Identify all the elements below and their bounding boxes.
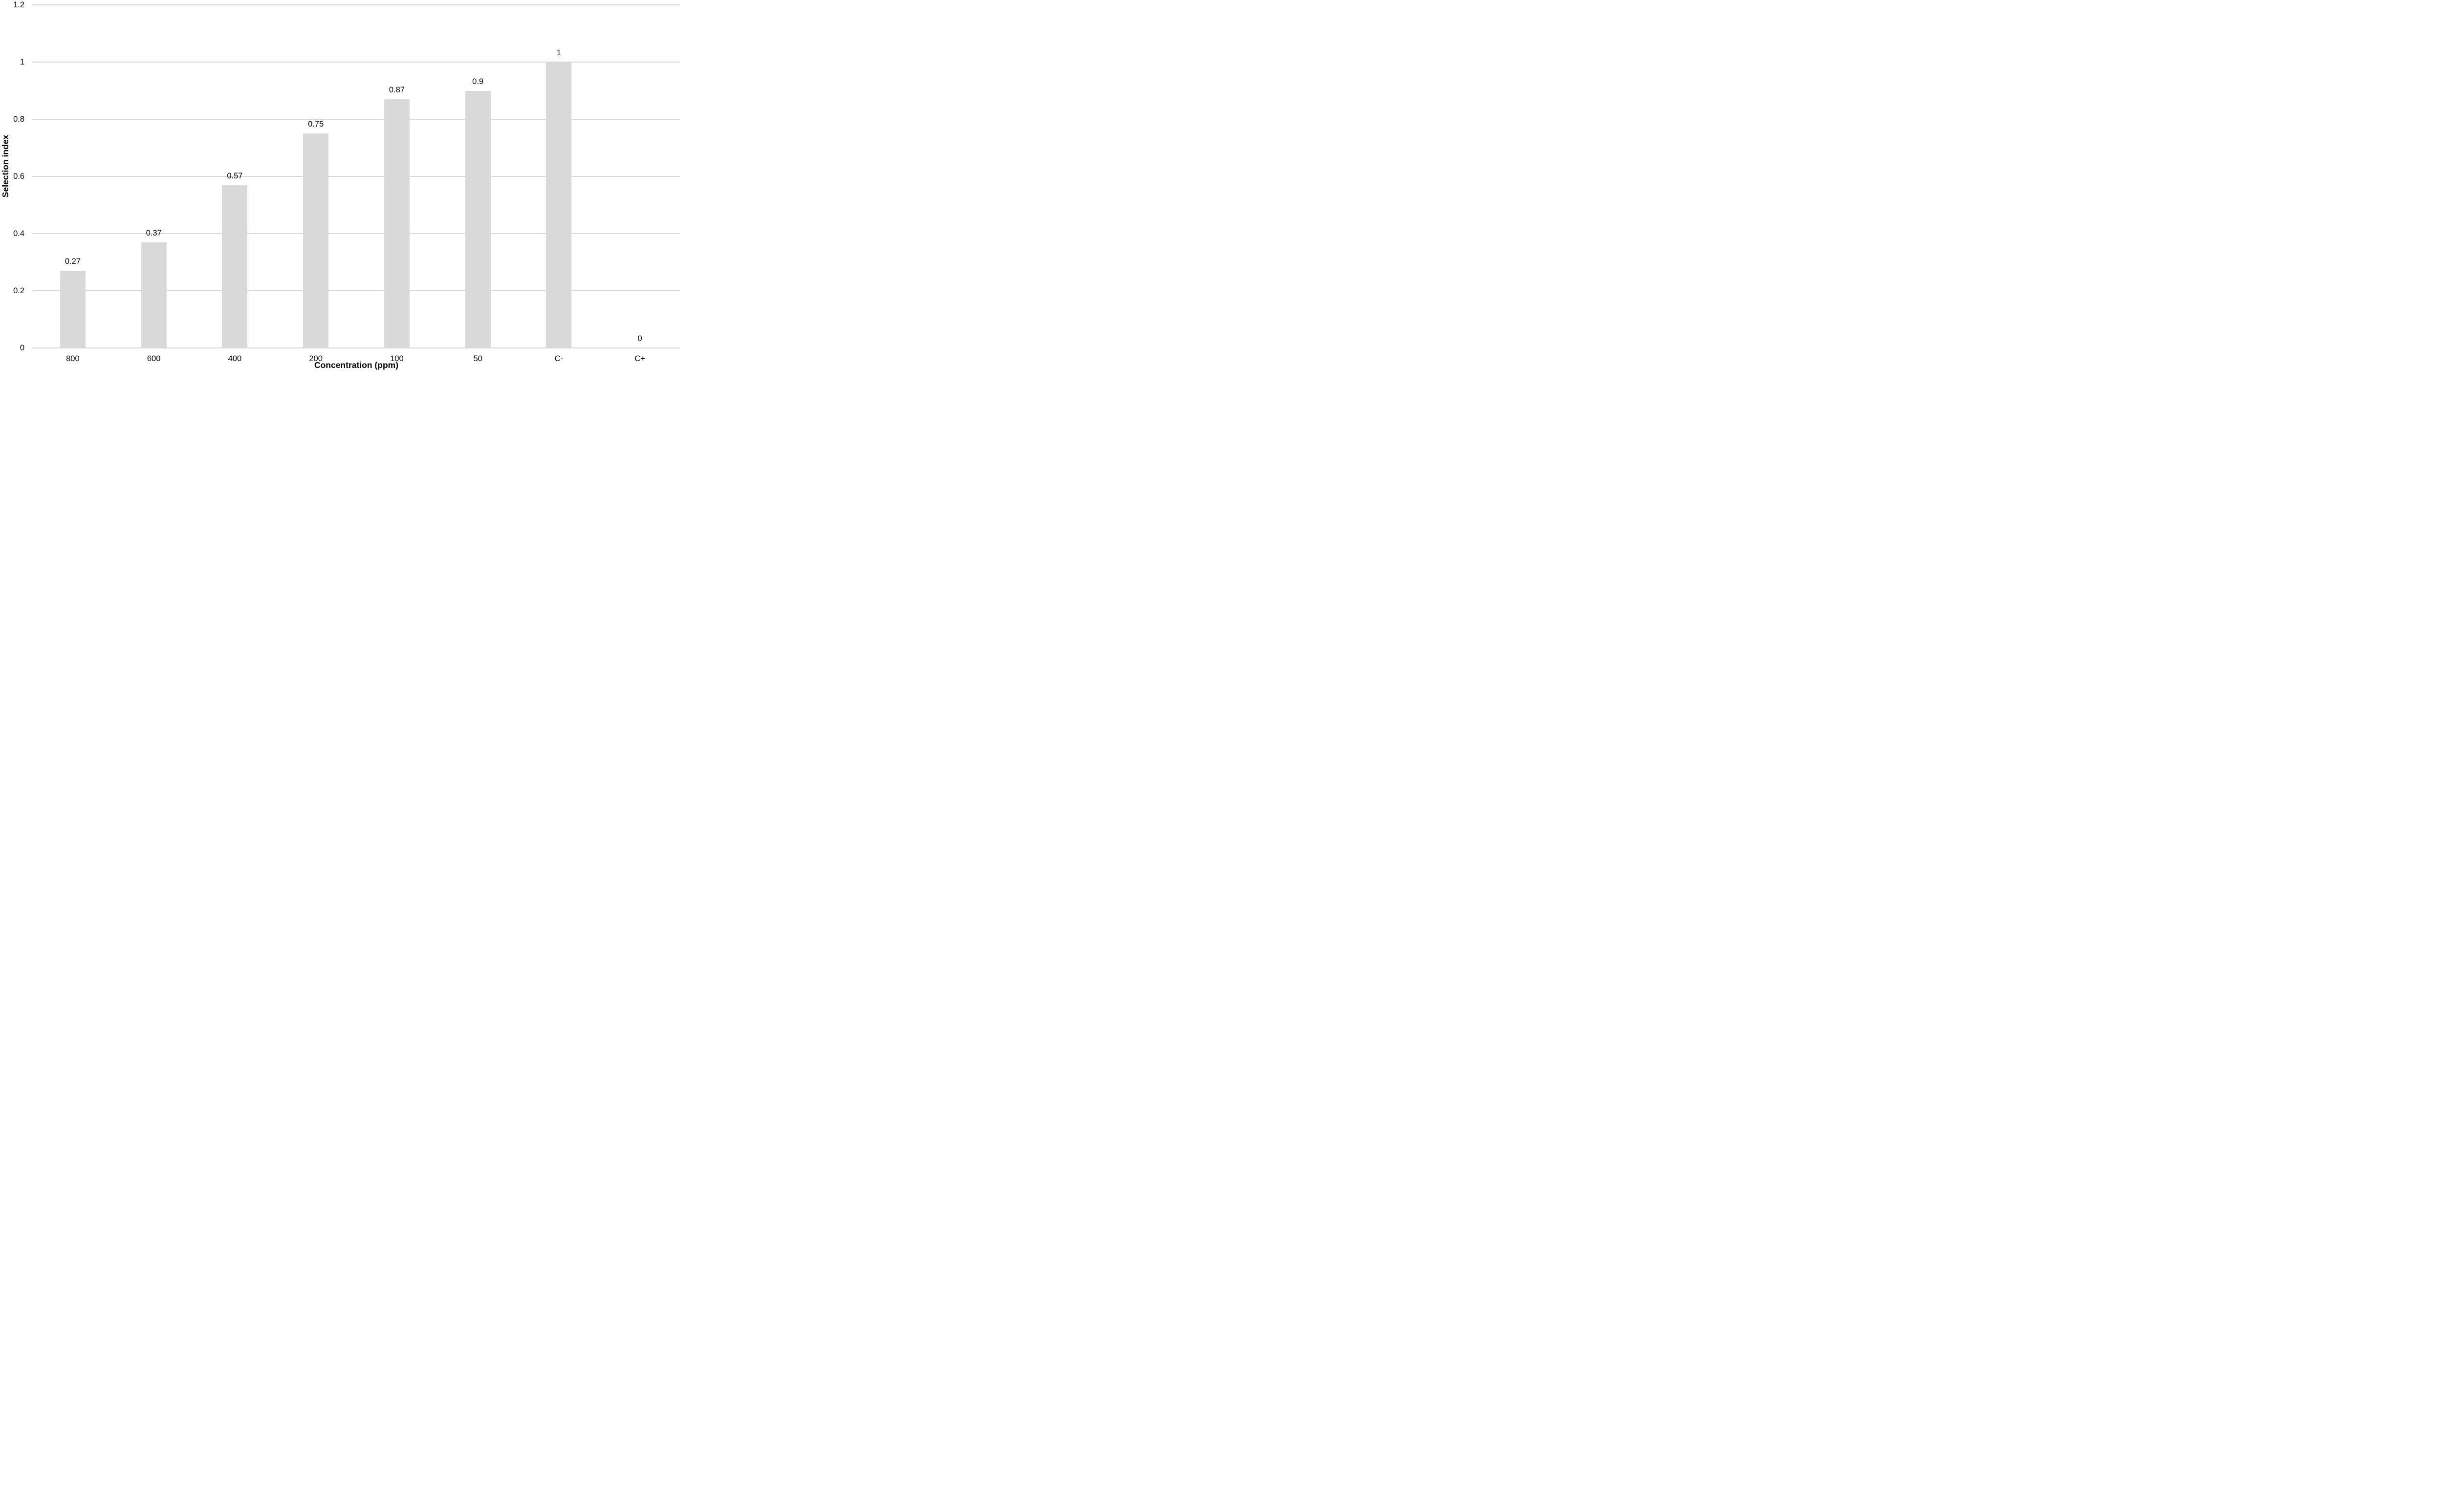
bar-slot: 0.27: [32, 5, 113, 348]
bar-data-label: 0: [637, 334, 642, 343]
bar-slot: 0.87: [356, 5, 437, 348]
x-axis-title: Concentration (ppm): [314, 360, 399, 370]
x-axis-tick-label: C+: [634, 354, 645, 363]
plot-area: 0.27 0.37 0.57 0.75 0.87 0.9 1 0: [32, 4, 680, 348]
x-axis-tick-label: 600: [147, 354, 161, 363]
bar-slot: 0.57: [195, 5, 276, 348]
bar-data-label: 0.87: [389, 86, 405, 95]
bar: [60, 271, 86, 348]
bar: [384, 99, 410, 348]
x-axis-tick-label: 400: [228, 354, 242, 363]
gridline: [32, 62, 680, 63]
bar-data-label: 0.9: [472, 77, 484, 86]
x-axis-tick-label: 50: [473, 354, 482, 363]
x-axis-line: [32, 347, 680, 348]
bar: [222, 185, 248, 348]
y-axis-tick-label: 0.4: [13, 229, 24, 238]
bar-chart: Selection index 0.27 0.37 0.57 0.75 0.87 0.9 1…: [0, 0, 683, 378]
bar-data-label: 0.27: [65, 257, 81, 266]
y-axis-tick-label: 0: [20, 344, 24, 352]
bar: [546, 62, 572, 348]
gridline: [32, 176, 680, 177]
x-axis-tick-label: 100: [390, 354, 404, 363]
y-axis-tick-label: 0.8: [13, 115, 24, 124]
bar-slot: 0.37: [113, 5, 195, 348]
x-axis-tick-label: 800: [66, 354, 80, 363]
gridline: [32, 233, 680, 234]
y-axis-tick-label: 0.6: [13, 172, 24, 181]
bar-slot: 0.75: [275, 5, 356, 348]
y-axis-tick-label: 0.2: [13, 286, 24, 295]
bar-data-label: 0.37: [146, 228, 162, 238]
y-axis-tick-label: 1.2: [13, 0, 24, 9]
gridline: [32, 290, 680, 291]
bar-data-label: 0.57: [227, 171, 243, 180]
bar: [303, 133, 329, 348]
x-axis-tick-label: C-: [554, 354, 564, 363]
y-axis-tick-label: 1: [20, 58, 24, 66]
bar-slot: 0.9: [437, 5, 519, 348]
x-axis-tick-label: 200: [309, 354, 323, 363]
gridline: [32, 4, 680, 5]
bar-slot: 0: [599, 5, 680, 348]
bar-slot: 1: [519, 5, 600, 348]
bar-data-label: 0.75: [308, 120, 324, 129]
bar: [141, 242, 167, 348]
bar-data-label: 1: [556, 48, 561, 57]
bar: [465, 90, 491, 348]
gridline: [32, 119, 680, 120]
